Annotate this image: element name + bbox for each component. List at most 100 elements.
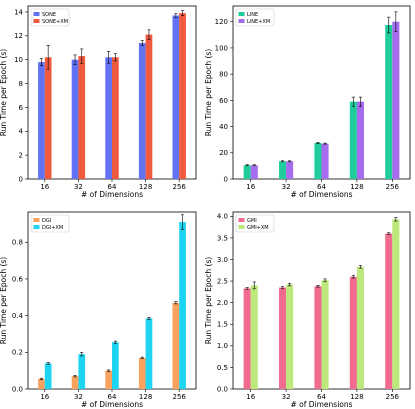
legend-label: DGI — [42, 218, 51, 224]
bar-gmi-xm — [392, 219, 400, 389]
y-tick-label: 2 — [19, 152, 23, 160]
y-tick-label: 2.5 — [217, 277, 228, 285]
bar-dgi — [71, 376, 79, 389]
bar-sone-xm — [44, 57, 52, 179]
legend-swatch — [33, 225, 40, 229]
bar-dgi-xm — [112, 342, 119, 389]
bar-sone-xm — [78, 56, 86, 179]
bar-dgi-xm — [78, 354, 86, 389]
legend-box — [30, 214, 70, 233]
y-tick-label: 0.2 — [12, 349, 23, 357]
bar-gmi-xm — [356, 266, 364, 389]
x-tick-label: 128 — [350, 183, 363, 191]
y-axis-label: Run Time per Epoch (s) — [204, 257, 213, 345]
bar-gmi — [385, 233, 393, 389]
legend-swatch — [238, 218, 245, 222]
y-tick-label: 40 — [219, 123, 228, 131]
x-tick-label: 128 — [139, 393, 152, 401]
chart-panel-4: 0.0 0.5 1.0 1.5 2.0 2.5 3.0 3.5 4.0 16 32 64 128 256 #… — [204, 211, 411, 409]
y-tick-label: 8 — [19, 80, 23, 88]
chart-panel-2: 0 20 40 60 80 100 120 16 32 64 128 256 # of Dimensio… — [204, 5, 411, 199]
legend-label: GMI — [247, 218, 257, 224]
legend-box — [30, 8, 70, 27]
y-tick-label: 14 — [14, 8, 23, 16]
y-tick-label: 0.6 — [12, 275, 24, 283]
legend-swatch — [33, 12, 40, 16]
y-tick-label: 4 — [19, 128, 24, 136]
y-tick-label: 0.0 — [12, 385, 23, 393]
bar-dgi — [38, 378, 45, 389]
legend-swatch — [238, 225, 245, 229]
chart-panel-3: 0.0 0.2 0.4 0.6 0.8 16 32 64 128 256 # of Dimensio… — [0, 211, 197, 409]
bar-gmi-xm — [250, 285, 258, 389]
y-tick-label: 3.5 — [217, 234, 228, 242]
x-tick-label: 256 — [386, 393, 400, 401]
bar-sone — [38, 62, 45, 179]
bar-gmi-xm — [321, 280, 329, 389]
y-tick-label: 2.0 — [217, 299, 228, 307]
bar-dgi-xm — [44, 363, 52, 389]
x-tick-label: 256 — [173, 393, 187, 401]
bar-dgi — [138, 357, 146, 389]
bar-sone — [138, 42, 146, 179]
x-tick-label: 32 — [74, 183, 83, 191]
x-tick-label: 32 — [74, 393, 83, 401]
bar-gmi — [279, 287, 287, 389]
bar-gmi — [349, 276, 357, 389]
x-tick-label: 64 — [317, 183, 326, 191]
bar-line-xm — [250, 165, 258, 179]
x-tick-label: 16 — [246, 183, 255, 191]
x-axis-label: # of Dimensions — [81, 190, 143, 199]
x-tick-label: 32 — [282, 393, 291, 401]
x-tick-label: 16 — [40, 393, 49, 401]
y-axis-label: Run Time per Epoch (s) — [204, 49, 213, 137]
y-axis-label: Run Time per Epoch (s) — [0, 257, 8, 345]
y-tick-label: 0 — [19, 175, 23, 183]
bar-line — [349, 101, 357, 179]
legend-label: LINE — [247, 12, 258, 18]
bar-line-xm — [356, 101, 364, 179]
bar-gmi — [314, 286, 322, 389]
bar-line — [279, 161, 287, 179]
legend-swatch — [238, 19, 245, 23]
y-tick-label: 10 — [14, 56, 23, 64]
bar-sone — [71, 59, 79, 180]
y-tick-label: 80 — [219, 71, 228, 79]
bar-sone-xm — [179, 13, 186, 180]
legend-swatch — [238, 12, 245, 16]
x-tick-label: 64 — [317, 393, 326, 401]
bar-dgi — [105, 370, 112, 389]
y-tick-label: 60 — [219, 97, 228, 105]
legend-label: SONE — [42, 12, 56, 18]
x-tick-label: 32 — [282, 183, 291, 191]
y-tick-label: 6 — [19, 104, 24, 112]
y-tick-label: 100 — [215, 44, 228, 52]
y-tick-label: 3.0 — [217, 256, 228, 264]
bar-dgi — [172, 302, 180, 389]
x-axis-label: # of Dimensions — [290, 400, 352, 409]
x-axis-label: # of Dimensions — [81, 400, 143, 409]
y-tick-label: 0.8 — [12, 239, 23, 247]
x-tick-label: 256 — [386, 183, 400, 191]
legend-label: GMI+XM — [247, 225, 269, 231]
legend-box — [235, 214, 275, 233]
y-tick-label: 0.4 — [12, 312, 24, 320]
x-tick-label: 64 — [108, 183, 117, 191]
bar-line-xm — [392, 21, 400, 180]
y-tick-label: 0 — [224, 175, 228, 183]
bar-line — [314, 142, 322, 179]
legend-label: DGI+XM — [42, 225, 63, 231]
y-tick-label: 120 — [215, 18, 228, 26]
x-axis-label: # of Dimensions — [290, 190, 352, 199]
bar-sone — [105, 57, 112, 179]
bar-sone-xm — [112, 57, 119, 179]
legend-label: LINE+XM — [247, 19, 270, 25]
y-tick-label: 1.0 — [217, 342, 228, 350]
legend-swatch — [33, 218, 40, 222]
bar-line — [243, 165, 251, 179]
